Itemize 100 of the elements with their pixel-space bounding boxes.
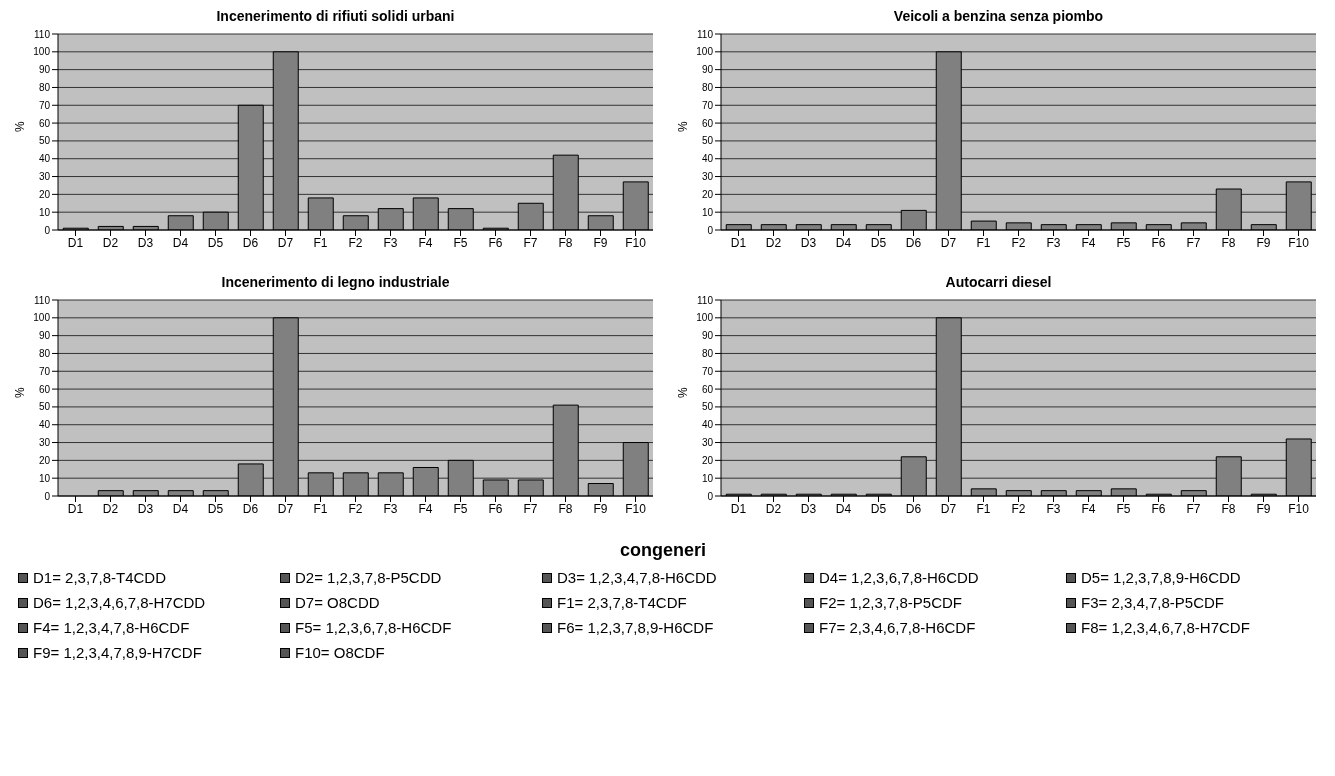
x-tick-label: F7 [523, 235, 538, 250]
y-tick-label: 100 [696, 46, 714, 58]
x-tick-label: D2 [765, 235, 782, 250]
y-tick-label: 70 [38, 365, 51, 377]
x-tick-label: F1 [313, 235, 328, 250]
x-tick-label: F5 [453, 235, 468, 250]
x-tick-label: F10 [625, 501, 647, 516]
y-tick-label: 70 [38, 99, 51, 111]
y-tick-label: 100 [33, 312, 51, 324]
y-tick-label: 90 [38, 64, 51, 76]
y-tick-label: 80 [701, 348, 714, 359]
x-tick-label: D4 [835, 501, 852, 516]
x-tick-label: D6 [905, 501, 922, 516]
y-tick-label: 100 [696, 312, 714, 324]
chart-title: Veicoli a benzina senza piombo [892, 8, 1105, 26]
x-tick-label: F6 [488, 501, 503, 516]
x-tick-label: D6 [242, 235, 259, 250]
x-tick-label: F6 [1151, 501, 1166, 516]
y-tick-label: 60 [38, 383, 51, 395]
y-tick-label: 10 [38, 472, 51, 484]
y-tick-label: 50 [38, 401, 51, 413]
x-tick-label: D6 [242, 501, 259, 516]
x-tick-label: F2 [1011, 235, 1026, 250]
x-tick-label: F9 [593, 235, 608, 250]
x-tick-label: D4 [172, 501, 189, 516]
x-tick-label: D1 [730, 235, 747, 250]
y-tick-label: 10 [38, 206, 51, 218]
y-tick-label: 0 [707, 490, 714, 502]
text: F9= 1,2,3,4,7,8,9-H7CDF [33, 644, 202, 661]
x-tick-label: F4 [418, 235, 433, 250]
x-tick-label: F10 [625, 235, 647, 250]
text: congeneri [619, 540, 707, 561]
x-tick-label: F7 [523, 501, 538, 516]
y-tick-label: 70 [701, 99, 714, 111]
x-tick-label: F9 [593, 501, 608, 516]
x-tick-label: F1 [976, 501, 991, 516]
x-tick-label: D5 [870, 235, 887, 250]
y-tick-label: 0 [44, 490, 51, 502]
y-tick-label: 50 [701, 135, 714, 147]
chart-title: Autocarri diesel [944, 274, 1053, 292]
x-tick-label: D7 [940, 235, 957, 250]
y-tick-label: 30 [701, 171, 714, 183]
y-tick-label: 20 [38, 454, 51, 466]
x-tick-label: F1 [976, 235, 991, 250]
chart-title: Incenerimento di rifiuti solidi urbani [215, 8, 456, 26]
y-tick-label: 80 [38, 348, 51, 359]
y-axis-title: % [13, 387, 28, 398]
x-tick-label: F10 [1288, 235, 1310, 250]
y-tick-label: 10 [701, 206, 714, 218]
text: D1= 2,3,7,8-T4CDD [33, 569, 166, 586]
x-tick-label: F2 [348, 501, 363, 516]
x-tick-label: F4 [418, 501, 433, 516]
text: D4= 1,2,3,6,7,8-H6CDD [819, 569, 979, 586]
y-tick-label: 90 [701, 330, 714, 342]
x-tick-label: F6 [1151, 235, 1166, 250]
y-tick-label: 30 [38, 171, 51, 183]
y-tick-label: 20 [701, 454, 714, 466]
y-tick-label: 20 [38, 188, 51, 200]
chart-title: Incenerimento di legno industriale [220, 274, 451, 292]
y-tick-label: 100 [33, 46, 51, 58]
x-tick-label: F2 [348, 235, 363, 250]
y-tick-label: 110 [34, 294, 51, 306]
x-tick-label: F8 [558, 235, 573, 250]
x-tick-label: F4 [1081, 501, 1096, 516]
y-tick-label: 40 [701, 419, 714, 431]
x-tick-label: F3 [383, 235, 398, 250]
text: D7= O8CDD [295, 594, 380, 611]
y-tick-label: 110 [697, 28, 714, 40]
x-tick-label: D3 [137, 235, 154, 250]
y-tick-label: 70 [701, 365, 714, 377]
text: F4= 1,2,3,4,7,8-H6CDF [33, 619, 190, 636]
y-axis-title: % [13, 121, 28, 132]
y-tick-label: 90 [701, 64, 714, 76]
x-tick-label: D7 [277, 235, 294, 250]
x-tick-label: D7 [940, 501, 957, 516]
x-tick-label: D2 [102, 235, 119, 250]
x-tick-label: F3 [1046, 235, 1061, 250]
x-tick-label: F10 [1288, 501, 1310, 516]
y-tick-label: 40 [38, 153, 51, 165]
x-tick-label: F7 [1186, 501, 1201, 516]
y-tick-label: 30 [701, 437, 714, 449]
x-tick-label: D7 [277, 501, 294, 516]
x-tick-label: F9 [1256, 235, 1271, 250]
text: F8= 1,2,3,4,6,7,8-H7CDF [1081, 619, 1250, 636]
y-tick-label: 10 [701, 472, 714, 484]
x-tick-label: D3 [137, 501, 154, 516]
x-tick-label: F4 [1081, 235, 1096, 250]
x-tick-label: F6 [488, 235, 503, 250]
text: F5= 1,2,3,6,7,8-H6CDF [295, 619, 452, 636]
x-tick-label: D5 [207, 501, 224, 516]
x-tick-label: D5 [870, 501, 887, 516]
text: D3= 1,2,3,4,7,8-H6CDD [557, 569, 717, 586]
x-tick-label: F7 [1186, 235, 1201, 250]
x-tick-label: F2 [1011, 501, 1026, 516]
y-tick-label: 90 [38, 330, 51, 342]
y-tick-label: 40 [701, 153, 714, 165]
y-tick-label: 60 [701, 383, 714, 395]
text: D6= 1,2,3,4,6,7,8-H7CDD [33, 594, 206, 611]
x-tick-label: F8 [1221, 235, 1236, 250]
x-tick-label: F8 [558, 501, 573, 516]
